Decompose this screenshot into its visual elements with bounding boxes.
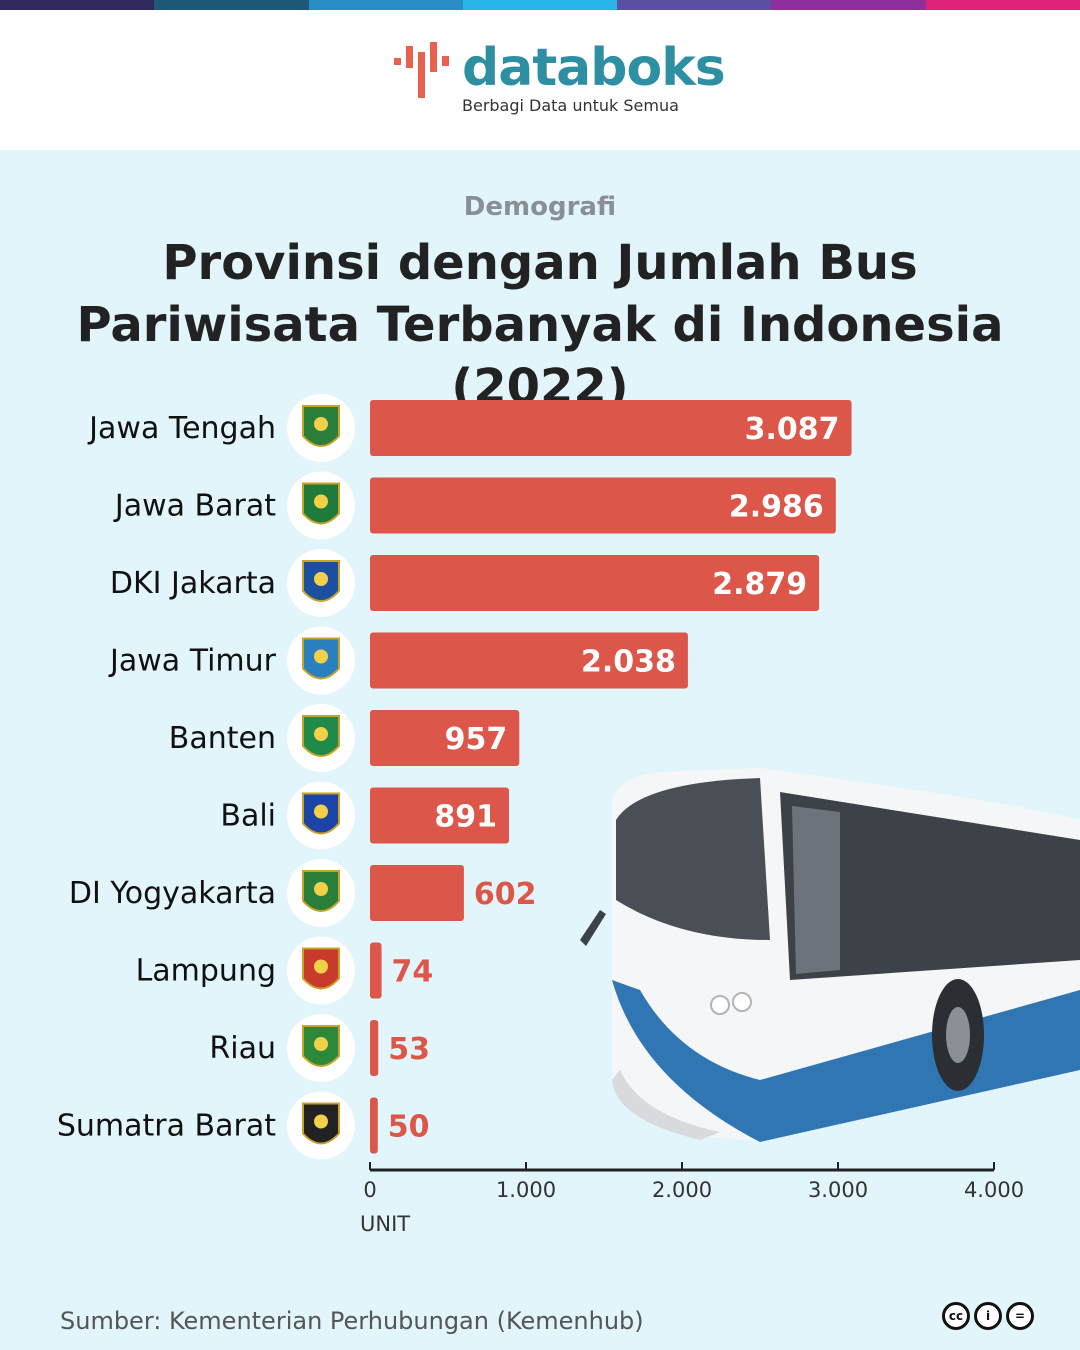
province-emblem-icon xyxy=(287,781,355,850)
attribution-icon: i xyxy=(974,1302,1002,1330)
stripe-segment xyxy=(154,0,309,10)
province-emblem-icon xyxy=(287,549,355,617)
bar xyxy=(370,555,820,611)
value-label: 2.038 xyxy=(581,645,676,680)
stripe-segment xyxy=(925,0,1080,10)
no-derivatives-icon: = xyxy=(1006,1302,1034,1330)
province-label: Jawa Tengah xyxy=(87,411,276,446)
stripe-segment xyxy=(771,0,926,10)
bar xyxy=(370,787,509,844)
x-axis-title: UNIT xyxy=(360,1212,410,1236)
province-label: Bali xyxy=(220,799,276,834)
value-label: 50 xyxy=(388,1110,430,1145)
cc-icon: cc xyxy=(942,1302,970,1330)
value-label: 3.087 xyxy=(745,412,840,447)
color-stripe xyxy=(0,0,1080,10)
value-label: 891 xyxy=(434,800,497,835)
bar xyxy=(370,1020,379,1076)
header xyxy=(0,10,1080,150)
province-emblems xyxy=(287,394,355,1160)
value-label: 2.986 xyxy=(729,490,824,525)
province-label: Lampung xyxy=(136,954,276,989)
value-label: 957 xyxy=(445,722,508,757)
tick-label: 2.000 xyxy=(652,1178,712,1202)
tick-label: 0 xyxy=(363,1178,376,1202)
bar xyxy=(370,865,464,921)
bar xyxy=(370,477,836,534)
bar xyxy=(370,632,688,689)
brand-name: databoks xyxy=(462,38,726,98)
x-axis: 0 1.000 2.000 3.000 4.000 UNIT xyxy=(360,1162,1024,1236)
source-note: Sumber: Kementerian Perhubungan (Kemenhu… xyxy=(60,1307,644,1335)
province-emblem-icon xyxy=(287,936,355,1005)
bar xyxy=(370,710,520,766)
province-emblem-icon xyxy=(287,1091,355,1160)
tick-label: 1.000 xyxy=(496,1178,556,1202)
value-label: 602 xyxy=(474,877,537,912)
category-label: Demografi xyxy=(463,192,617,222)
bus-illustration xyxy=(580,768,1080,1142)
province-emblem-icon xyxy=(287,1014,355,1082)
value-label: 74 xyxy=(392,955,434,990)
province-emblem-icon xyxy=(287,471,355,540)
bar-chart: Jawa Tengah 3.087 Jawa Barat 2.986 DKI Jakar… xyxy=(57,394,1080,1236)
stripe-segment xyxy=(462,0,618,10)
province-label: Riau xyxy=(209,1031,276,1066)
province-label: Jawa Barat xyxy=(113,489,276,524)
stripe-segment xyxy=(0,0,155,10)
license-icons: cc i = xyxy=(942,1302,1034,1330)
province-label: Banten xyxy=(169,721,276,756)
province-emblem-icon xyxy=(287,704,355,772)
brand-tagline: Berbagi Data untuk Semua xyxy=(462,96,679,115)
province-label: Sumatra Barat xyxy=(57,1109,276,1144)
content-panel xyxy=(0,150,1080,1350)
province-emblem-icon xyxy=(287,394,355,462)
province-emblem-icon xyxy=(287,859,355,927)
province-label: DI Yogyakarta xyxy=(69,876,276,911)
databoks-logo-icon xyxy=(394,42,449,98)
value-label: 2.879 xyxy=(712,567,807,602)
province-label: DKI Jakarta xyxy=(110,566,276,601)
value-label: 53 xyxy=(388,1032,430,1067)
bar xyxy=(370,942,382,999)
tick-label: 3.000 xyxy=(808,1178,868,1202)
province-emblem-icon xyxy=(287,626,355,695)
bars-group: Jawa Tengah 3.087 Jawa Barat 2.986 DKI Jakar… xyxy=(57,400,852,1154)
bar xyxy=(370,1097,378,1154)
tick-label: 4.000 xyxy=(964,1178,1024,1202)
stripe-segment xyxy=(617,0,772,10)
stripe-segment xyxy=(308,0,463,10)
province-label: Jawa Timur xyxy=(108,644,277,679)
bar xyxy=(370,400,852,456)
